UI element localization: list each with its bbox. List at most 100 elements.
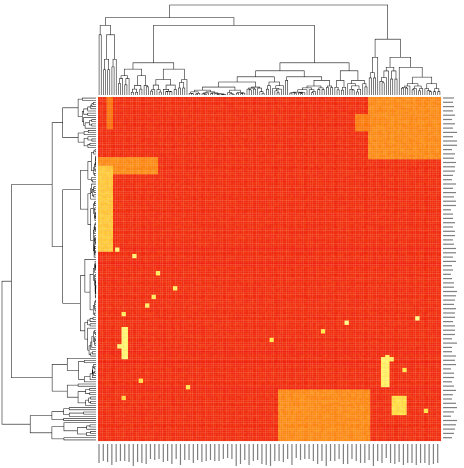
- heatmap-cell: [218, 152, 221, 156]
- heatmap-cell: [428, 114, 431, 117]
- heatmap-cell: [119, 122, 122, 125]
- heatmap-cell: [329, 97, 332, 100]
- heatmap-cell: [353, 133, 356, 136]
- heatmap-cell: [323, 155, 326, 158]
- heatmap-cell: [121, 142, 124, 145]
- heatmap-cell: [224, 122, 227, 125]
- heatmap-cell: [305, 127, 309, 130]
- heatmap-cell: [252, 157, 255, 160]
- heatmap-cell: [342, 127, 345, 130]
- heatmap-cell: [160, 152, 163, 156]
- heatmap-cell: [361, 122, 364, 125]
- heatmap-cell: [361, 109, 364, 113]
- heatmap-cell: [299, 142, 302, 145]
- heatmap-cell: [419, 133, 422, 136]
- heatmap-cell: [342, 150, 345, 153]
- heatmap-cell: [385, 150, 388, 153]
- heatmap-cell: [410, 152, 414, 156]
- heatmap-cell: [383, 129, 386, 132]
- heatmap-cell: [102, 107, 105, 110]
- heatmap-cell: [140, 135, 144, 138]
- heatmap-cell: [355, 124, 358, 128]
- heatmap-cell: [168, 137, 171, 141]
- heatmap-cell: [115, 127, 118, 130]
- heatmap-cell: [228, 114, 231, 117]
- heatmap-cell: [147, 146, 150, 149]
- heatmap-cell: [98, 127, 101, 130]
- heatmap-cell: [119, 137, 122, 141]
- heatmap-cell: [280, 114, 283, 117]
- heatmap-cell: [220, 142, 223, 145]
- heatmap-cell: [198, 157, 201, 160]
- heatmap-cell: [113, 146, 116, 149]
- heatmap-cell: [320, 152, 324, 156]
- heatmap-cell: [344, 146, 347, 149]
- heatmap-cell: [233, 148, 236, 151]
- heatmap-cell: [271, 148, 274, 151]
- heatmap-cell: [254, 140, 257, 143]
- heatmap-cell: [408, 118, 412, 121]
- heatmap-cell: [316, 127, 319, 130]
- heatmap-cell: [108, 120, 111, 123]
- heatmap-cell: [419, 120, 422, 123]
- heatmap-cell: [387, 129, 390, 132]
- heatmap-cell: [252, 124, 255, 128]
- heatmap-cell: [301, 140, 304, 143]
- heatmap-cell: [175, 148, 178, 151]
- row-dendrogram-branch: [95, 226, 96, 230]
- heatmap-cell: [280, 112, 283, 115]
- heatmap-cell: [239, 105, 242, 108]
- heatmap-cell: [329, 105, 332, 108]
- heatmap-cell: [303, 105, 306, 108]
- heatmap-cell: [102, 116, 105, 119]
- heatmap-cell: [226, 118, 229, 121]
- heatmap-cell: [275, 101, 279, 104]
- heatmap-cell: [359, 127, 362, 130]
- heatmap-cell: [237, 152, 240, 156]
- heatmap-cell: [218, 133, 221, 136]
- heatmap-cell: [162, 105, 165, 108]
- heatmap-cell: [102, 97, 105, 100]
- heatmap-cell: [194, 131, 197, 134]
- heatmap-cell: [121, 112, 124, 115]
- heatmap-cell: [250, 131, 253, 134]
- heatmap-cell: [151, 159, 154, 162]
- heatmap-cell: [138, 99, 141, 102]
- heatmap-cell: [305, 131, 309, 134]
- heatmap-cell: [147, 131, 150, 134]
- heatmap-cell: [423, 124, 427, 128]
- heatmap-cell: [425, 135, 429, 138]
- heatmap-cell: [303, 152, 306, 156]
- heatmap-cell: [121, 159, 124, 162]
- heatmap-cell: [385, 99, 388, 102]
- heatmap-cell: [226, 97, 229, 100]
- heatmap-cell: [128, 142, 131, 145]
- heatmap-cell: [271, 152, 274, 156]
- heatmap-cell: [136, 133, 139, 136]
- heatmap-cell: [121, 97, 124, 100]
- heatmap-cell: [391, 107, 394, 110]
- heatmap-cell: [286, 107, 289, 110]
- heatmap-cell: [134, 103, 137, 106]
- heatmap-cell: [228, 118, 231, 121]
- heatmap-cell: [151, 157, 154, 160]
- column-dendrogram-branch: [173, 89, 177, 95]
- heatmap-cell: [218, 103, 221, 106]
- heatmap-cell: [350, 114, 354, 117]
- heatmap-cell: [117, 155, 120, 158]
- heatmap-cell: [333, 99, 336, 102]
- heatmap-cell: [263, 109, 266, 113]
- heatmap-cell: [190, 148, 193, 151]
- heatmap-cell: [335, 118, 339, 121]
- heatmap-cell: [145, 103, 148, 106]
- heatmap-cell: [123, 133, 126, 136]
- heatmap-cell: [147, 159, 150, 162]
- heatmap-cell: [421, 140, 424, 143]
- heatmap-cell: [355, 105, 358, 108]
- heatmap-cell: [365, 122, 369, 125]
- heatmap-cell: [404, 129, 407, 132]
- heatmap-cell: [393, 146, 397, 149]
- heatmap-cell: [325, 135, 328, 138]
- heatmap-cell: [168, 127, 171, 130]
- heatmap-cell: [177, 150, 180, 153]
